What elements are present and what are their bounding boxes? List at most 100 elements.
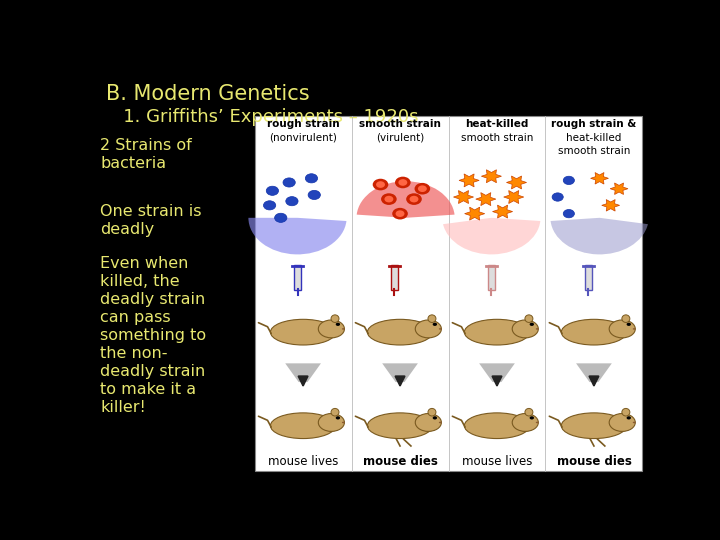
Ellipse shape <box>525 315 533 322</box>
Ellipse shape <box>439 328 442 330</box>
Polygon shape <box>506 176 526 189</box>
Text: One strain is
deadly: One strain is deadly <box>100 204 202 237</box>
Ellipse shape <box>331 408 339 416</box>
Ellipse shape <box>428 408 436 416</box>
Ellipse shape <box>633 328 636 330</box>
Ellipse shape <box>464 413 530 438</box>
Text: 1. Griffiths’ Experiments – 1920s: 1. Griffiths’ Experiments – 1920s <box>106 109 418 126</box>
Polygon shape <box>382 363 418 382</box>
Text: smooth strain: smooth strain <box>359 119 441 129</box>
Circle shape <box>373 179 388 191</box>
Text: heat-killed: heat-killed <box>566 133 621 143</box>
Circle shape <box>552 193 563 201</box>
Circle shape <box>406 193 422 205</box>
Circle shape <box>433 416 437 420</box>
Circle shape <box>384 196 393 202</box>
Circle shape <box>563 210 575 218</box>
Text: mouse dies: mouse dies <box>557 455 631 468</box>
Ellipse shape <box>622 408 630 416</box>
Text: 2 Strains of
bacteria: 2 Strains of bacteria <box>100 138 192 171</box>
Ellipse shape <box>512 320 539 338</box>
Polygon shape <box>590 173 608 184</box>
Circle shape <box>395 211 405 217</box>
Text: rough strain &: rough strain & <box>552 119 636 129</box>
Text: heat-killed: heat-killed <box>465 119 528 129</box>
Circle shape <box>274 213 287 222</box>
Ellipse shape <box>609 414 635 431</box>
Ellipse shape <box>367 319 433 345</box>
Text: mouse dies: mouse dies <box>363 455 438 468</box>
Circle shape <box>410 196 418 202</box>
Text: (nonvirulent): (nonvirulent) <box>269 133 337 143</box>
Ellipse shape <box>271 319 336 345</box>
Circle shape <box>336 416 340 420</box>
Polygon shape <box>454 191 474 204</box>
Ellipse shape <box>342 422 345 423</box>
Wedge shape <box>248 218 346 254</box>
Ellipse shape <box>342 328 345 330</box>
Polygon shape <box>576 363 612 382</box>
Polygon shape <box>482 170 501 183</box>
Ellipse shape <box>609 320 635 338</box>
Circle shape <box>530 323 534 326</box>
Text: (virulent): (virulent) <box>376 133 424 143</box>
Bar <box>391 265 398 290</box>
Ellipse shape <box>562 413 626 438</box>
Circle shape <box>626 323 631 326</box>
Polygon shape <box>285 363 321 382</box>
Circle shape <box>381 193 397 205</box>
Polygon shape <box>459 174 479 187</box>
Text: B. Modern Genetics: B. Modern Genetics <box>106 84 310 104</box>
Ellipse shape <box>331 315 339 322</box>
Bar <box>255 116 642 471</box>
Circle shape <box>418 185 427 192</box>
Ellipse shape <box>415 320 441 338</box>
Polygon shape <box>492 205 513 218</box>
Text: Even when
killed, the
deadly strain
can pass
something to
the non-
deadly strain: Even when killed, the deadly strain can … <box>100 256 206 415</box>
Ellipse shape <box>367 413 433 438</box>
Bar <box>294 265 301 290</box>
Circle shape <box>415 183 430 194</box>
Circle shape <box>283 178 295 187</box>
Polygon shape <box>610 183 628 194</box>
Circle shape <box>392 208 408 219</box>
Ellipse shape <box>562 319 626 345</box>
Circle shape <box>336 323 340 326</box>
Ellipse shape <box>415 414 441 431</box>
Bar <box>488 265 495 290</box>
Ellipse shape <box>622 315 630 322</box>
Circle shape <box>286 197 298 206</box>
Ellipse shape <box>525 408 533 416</box>
Bar <box>585 265 592 290</box>
Circle shape <box>266 186 279 195</box>
Polygon shape <box>602 200 620 211</box>
Text: rough strain: rough strain <box>267 119 339 129</box>
Ellipse shape <box>512 414 539 431</box>
Circle shape <box>530 416 534 420</box>
Circle shape <box>376 181 385 188</box>
Circle shape <box>563 176 575 185</box>
Text: mouse lives: mouse lives <box>268 455 338 468</box>
Ellipse shape <box>633 422 636 423</box>
Ellipse shape <box>271 413 336 438</box>
Ellipse shape <box>464 319 530 345</box>
Ellipse shape <box>536 422 539 423</box>
Wedge shape <box>443 218 540 254</box>
Circle shape <box>264 201 276 210</box>
Polygon shape <box>476 193 496 206</box>
Ellipse shape <box>428 315 436 322</box>
Polygon shape <box>504 191 523 204</box>
Wedge shape <box>551 218 648 254</box>
Circle shape <box>626 416 631 420</box>
Text: mouse lives: mouse lives <box>462 455 532 468</box>
Circle shape <box>395 177 410 188</box>
Wedge shape <box>356 181 454 218</box>
Circle shape <box>433 323 437 326</box>
Ellipse shape <box>318 414 344 431</box>
Ellipse shape <box>318 320 344 338</box>
Circle shape <box>305 174 318 183</box>
Text: smooth strain: smooth strain <box>558 146 630 156</box>
Ellipse shape <box>536 328 539 330</box>
Polygon shape <box>479 363 515 382</box>
Ellipse shape <box>439 422 442 423</box>
